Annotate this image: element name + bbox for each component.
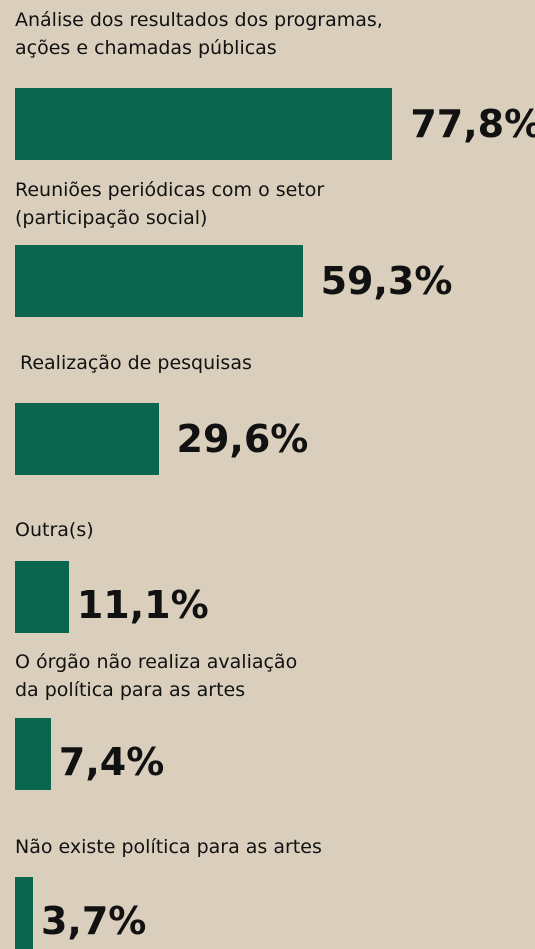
bar bbox=[15, 561, 69, 633]
bar bbox=[15, 245, 303, 317]
category-label: Outra(s) bbox=[15, 519, 94, 541]
value-label: 7,4% bbox=[58, 740, 165, 784]
value-label: 59,3% bbox=[320, 259, 453, 303]
value-label: 3,7% bbox=[40, 899, 147, 943]
bar bbox=[15, 718, 51, 790]
value-label: 77,8% bbox=[410, 102, 535, 146]
bar bbox=[15, 403, 159, 475]
category-label: Análise dos resultados dos programas, aç… bbox=[15, 9, 383, 59]
bar bbox=[15, 877, 33, 949]
category-label: Reuniões periódicas com o setor (partici… bbox=[15, 179, 325, 229]
bar bbox=[15, 88, 393, 160]
value-label: 11,1% bbox=[76, 583, 209, 627]
value-label: 29,6% bbox=[176, 417, 309, 461]
category-label: O órgão não realiza avaliação da polític… bbox=[15, 651, 298, 701]
category-label: Realização de pesquisas bbox=[20, 352, 252, 374]
category-label: Não existe política para as artes bbox=[15, 836, 322, 858]
